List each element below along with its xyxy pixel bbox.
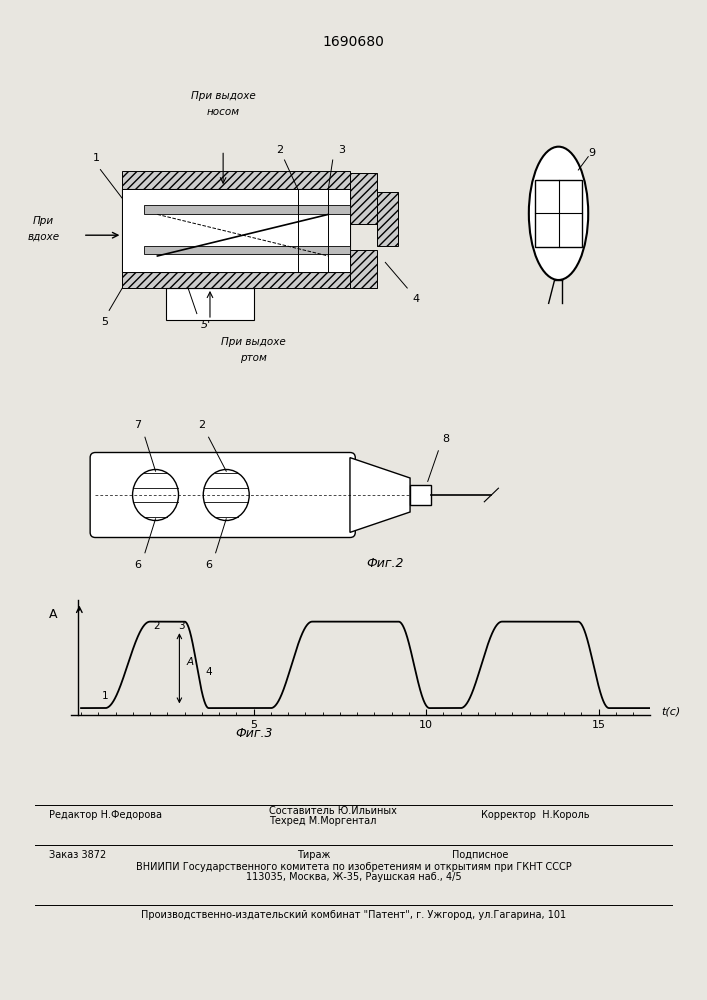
Text: вдохе: вдохе <box>28 232 59 242</box>
Text: 7: 7 <box>134 420 141 430</box>
Bar <box>122 189 146 246</box>
Bar <box>122 272 350 288</box>
Text: ртом: ртом <box>240 353 267 363</box>
Text: Составитель Ю.Ильиных: Составитель Ю.Ильиных <box>269 806 397 816</box>
Text: A: A <box>49 608 58 621</box>
Text: 1: 1 <box>102 691 108 701</box>
Text: носом: носом <box>206 107 240 117</box>
Text: 2: 2 <box>276 145 284 155</box>
Text: 3: 3 <box>338 145 345 155</box>
Bar <box>377 192 399 246</box>
Text: Фиг.2: Фиг.2 <box>366 557 404 570</box>
Text: При: При <box>33 216 54 226</box>
Text: 4: 4 <box>205 667 212 677</box>
Ellipse shape <box>529 147 588 280</box>
Text: 9: 9 <box>589 148 596 158</box>
Text: 2: 2 <box>198 420 205 430</box>
Text: 5: 5 <box>101 317 108 327</box>
Text: Редактор Н.Федорова: Редактор Н.Федорова <box>49 810 163 820</box>
Bar <box>166 288 254 320</box>
Text: При выдохе: При выдохе <box>221 337 286 347</box>
Bar <box>534 180 583 247</box>
FancyBboxPatch shape <box>90 452 355 538</box>
Text: 1: 1 <box>93 153 100 163</box>
Bar <box>122 171 350 189</box>
Text: Заказ 3872: Заказ 3872 <box>49 850 107 860</box>
Polygon shape <box>350 458 410 532</box>
Bar <box>122 256 146 288</box>
Text: 1690680: 1690680 <box>322 35 385 49</box>
Text: При выдохе: При выдохе <box>191 91 255 101</box>
Text: 2: 2 <box>153 621 160 631</box>
Text: A: A <box>187 657 194 667</box>
Bar <box>122 189 350 272</box>
Text: Фиг.3: Фиг.3 <box>235 727 272 740</box>
Text: ВНИИПИ Государственного комитета по изобретениям и открытиям при ГКНТ СССР: ВНИИПИ Государственного комитета по изоб… <box>136 862 571 872</box>
Text: t(c): t(c) <box>661 707 680 717</box>
Bar <box>144 205 350 214</box>
Text: 8: 8 <box>442 434 449 444</box>
Text: 113035, Москва, Ж-35, Раушская наб., 4/5: 113035, Москва, Ж-35, Раушская наб., 4/5 <box>246 872 461 882</box>
Text: Подписное: Подписное <box>452 850 509 860</box>
Bar <box>350 250 377 288</box>
Text: Производственно-издательский комбинат "Патент", г. Ужгород, ул.Гагарина, 101: Производственно-издательский комбинат "П… <box>141 910 566 920</box>
Bar <box>122 189 350 272</box>
Bar <box>350 173 377 224</box>
Text: 4: 4 <box>412 294 419 304</box>
Text: 3: 3 <box>177 621 185 631</box>
Text: 6: 6 <box>134 560 141 570</box>
Text: Техред М.Моргентал: Техред М.Моргентал <box>269 816 376 826</box>
Text: Корректор  Н.Король: Корректор Н.Король <box>481 810 589 820</box>
Bar <box>144 246 350 254</box>
Text: 6: 6 <box>205 560 212 570</box>
Text: 5': 5' <box>201 320 211 330</box>
Ellipse shape <box>133 470 178 520</box>
Bar <box>410 485 431 505</box>
Ellipse shape <box>204 470 249 520</box>
Text: Тираж: Тираж <box>297 850 330 860</box>
